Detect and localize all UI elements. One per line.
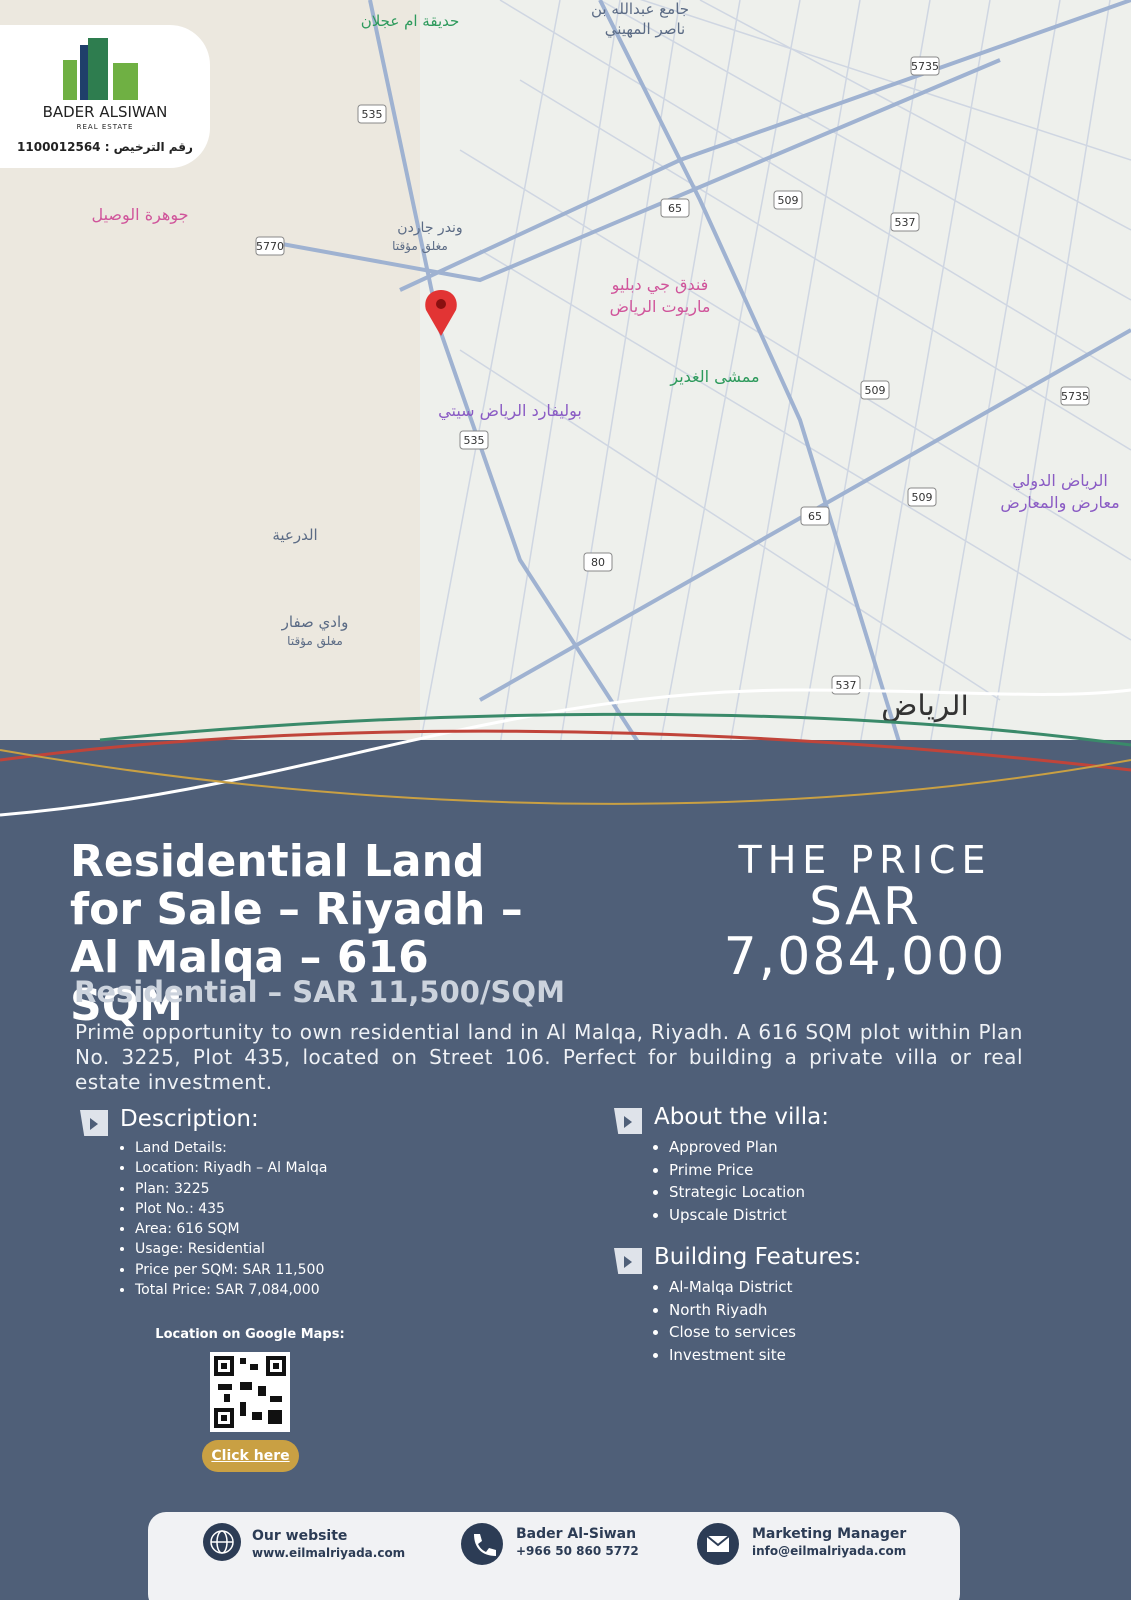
road-shield [860,380,890,400]
list-item: Upscale District [669,1204,829,1227]
list-item: Area: 616 SQM [135,1219,327,1239]
qr-code [210,1352,290,1432]
road-number: 509 [912,491,933,504]
footer-detail: www.eilmalriyada.com [252,1546,406,1560]
map-label: معارض والمعارض [1000,493,1119,513]
map-label: وادي صفار [281,613,349,632]
footer: Our website www.eilmalriyada.com Bader A… [148,1512,960,1600]
list-item: Plan: 3225 [135,1179,327,1199]
phone-icon [461,1523,503,1565]
license: رقم الترخيص : 1100012564 [17,140,193,154]
road-number: 535 [464,434,485,447]
road-shield [583,552,613,572]
road-number: 535 [362,108,383,121]
section-list: Land Details:Location: Riyadh – Al Malqa… [80,1138,327,1300]
map-label: مغلق مؤقتا [392,239,448,254]
road-number: 65 [808,510,822,523]
map-label: الرياض الدولي [1012,471,1108,491]
list-item: Al-Malqa District [669,1276,861,1299]
map-label: وندر جاردن [397,220,462,236]
section-list: Approved PlanPrime PriceStrategic Locati… [614,1136,829,1226]
list-item: Land Details: [135,1138,327,1158]
section-heading: Description: [80,1106,327,1132]
about: About the villa: Approved PlanPrime Price… [614,1104,829,1226]
list-item: Prime Price [669,1159,829,1182]
globe-icon [203,1523,241,1561]
road-number: 537 [895,216,916,229]
map-label: حديقة ام عجلان [361,12,460,30]
list-item: Total Price: SAR 7,084,000 [135,1280,327,1300]
list-item: Plot No.: 435 [135,1199,327,1219]
mail-icon [697,1523,739,1565]
map-label: جوهرة الوصيل [91,205,188,225]
section-list: Al-Malqa DistrictNorth RiyadhClose to se… [614,1276,861,1366]
map-label: بوليفارد الرياض سيتي [438,401,582,421]
price-amount: 7,084,000 [723,927,1007,987]
list-item: Approved Plan [669,1136,829,1159]
list-item: Location: Riyadh – Al Malqa [135,1158,327,1178]
footer-title: Our website [252,1528,348,1544]
road-shield [459,430,489,450]
list-item: Close to services [669,1321,861,1344]
road-shield [1060,386,1090,406]
road-shield [773,190,803,210]
footer-title: Marketing Manager [752,1526,907,1542]
map-label: ماريوت الرياض [610,297,711,317]
qr-caption: Location on Google Maps: [155,1327,345,1342]
road-number: 5735 [911,60,939,73]
road-number: 509 [778,194,799,207]
section-heading: About the villa: [614,1104,829,1130]
logo: BADER ALSIWAN REAL ESTATE رقم الترخيص : … [0,25,210,168]
map-label: الدرعية [272,526,317,544]
footer-detail: info@eilmalriyada.com [752,1544,907,1558]
map-label: مغلق مؤقتا [287,634,343,649]
description: Description: Land Details:Location: Riyad… [80,1106,327,1300]
footer-title: Bader Al-Siwan [516,1526,637,1542]
list-item: North Riyadh [669,1299,861,1322]
road-number: 537 [836,679,857,692]
map-label: ممشى الغدير [669,367,759,387]
road-number: 65 [668,202,682,215]
price: THE PRICE SAR 7,084,000 [700,838,1030,987]
footer-detail: +966 50 860 5772 [516,1544,639,1558]
list-item: Price per SQM: SAR 11,500 [135,1260,327,1280]
road-number: 509 [865,384,886,397]
subtitle: Residential – SAR 11,500/SQM [74,975,565,1009]
road-shield [660,198,690,218]
title: Residential Land for Sale – Riyadh – Al … [70,836,523,1031]
road-number: 80 [591,556,605,569]
list-item: Strategic Location [669,1181,829,1204]
road-shield [910,56,940,76]
road-shield [255,236,285,256]
map-label: ناصر المهيني [605,20,685,39]
list-item: Investment site [669,1344,861,1367]
price-currency: SAR [809,877,921,937]
logo-sub: REAL ESTATE [76,123,134,131]
road-shield [907,487,937,507]
price-label: THE PRICE [738,838,992,882]
features: Building Features: Al-Malqa DistrictNorth… [614,1244,861,1366]
map-label: فندق جي دبليو [611,275,709,295]
map-link-button[interactable]: Click here [202,1440,299,1472]
section-heading: Building Features: [614,1244,861,1270]
logo-name: BADER ALSIWAN [42,103,168,121]
road-number: 5770 [256,240,284,253]
map: حديقة ام عجلان جامع عبدالله بن ناصر المه… [0,0,1131,817]
road-shield [800,506,830,526]
list-item: Usage: Residential [135,1239,327,1259]
logo-icon [63,38,138,100]
road-shield [357,104,387,124]
road-number: 5735 [1061,390,1089,403]
road-shield [890,212,920,232]
intro: Prime opportunity to own residential lan… [75,1020,1023,1094]
map-label: جامع عبدالله بن [591,0,689,18]
